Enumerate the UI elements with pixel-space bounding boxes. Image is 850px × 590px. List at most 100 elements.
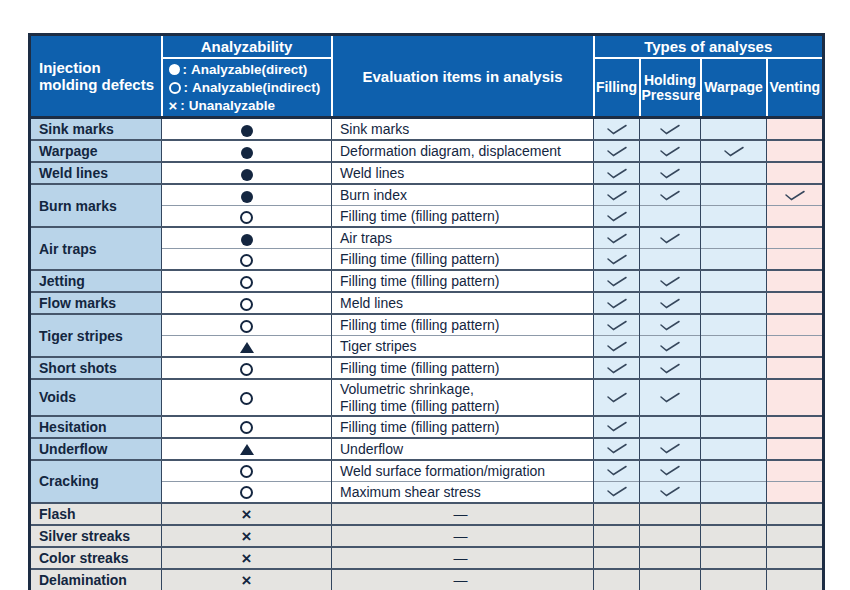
legend-item: :Analyzable(indirect) — [169, 79, 327, 97]
analyzability-symbol-cell — [162, 292, 332, 314]
analyzability-symbol-cell — [162, 249, 332, 271]
analysis-empty-cell — [701, 438, 767, 460]
filled-circle-icon — [169, 64, 180, 75]
analysis-empty-cell — [640, 249, 701, 271]
check-icon — [659, 363, 681, 374]
analysis-empty-cell — [701, 118, 767, 141]
analysis-empty-cell — [767, 547, 824, 569]
analysis-check-cell — [594, 438, 640, 460]
analysis-check-cell — [640, 336, 701, 358]
defect-name-cell: Short shots — [30, 357, 162, 379]
analysis-empty-cell — [767, 481, 824, 503]
analysis-check-cell — [594, 270, 640, 292]
defect-name-cell: Hesitation — [30, 416, 162, 438]
check-icon — [606, 168, 628, 179]
evaluation-item-cell: — — [332, 525, 594, 547]
defect-name-cell: Tiger stripes — [30, 314, 162, 357]
analysis-check-cell — [640, 357, 701, 379]
analyzability-symbol-cell — [162, 270, 332, 292]
check-icon — [659, 486, 681, 497]
table-row: WarpageDeformation diagram, displacement — [30, 140, 824, 162]
analysis-empty-cell — [767, 416, 824, 438]
evaluation-item-cell: Weld surface formation/migration — [332, 460, 594, 482]
analysis-empty-cell — [767, 118, 824, 141]
check-icon — [659, 465, 681, 476]
defect-name-cell: Flow marks — [30, 292, 162, 314]
check-icon — [606, 392, 628, 403]
analysis-check-cell — [640, 184, 701, 206]
analysis-empty-cell — [640, 525, 701, 547]
defect-name-cell: Air traps — [30, 227, 162, 270]
column-header-defects: Injection molding defects — [30, 35, 162, 118]
analysis-check-cell — [594, 140, 640, 162]
analysis-empty-cell — [701, 270, 767, 292]
analysis-check-cell — [594, 206, 640, 228]
legend-separator: : — [184, 79, 189, 97]
table-body: Sink marksSink marksWarpageDeformation d… — [30, 118, 824, 590]
filled-circle-icon — [241, 169, 253, 181]
table-row: HesitationFilling time (filling pattern) — [30, 416, 824, 438]
analyzability-symbol-cell — [162, 460, 332, 482]
analysis-empty-cell — [767, 270, 824, 292]
analysis-empty-cell — [767, 357, 824, 379]
evaluation-item-cell: Underflow — [332, 438, 594, 460]
analyzability-symbol-cell — [162, 162, 332, 184]
analysis-empty-cell — [701, 292, 767, 314]
table-row: UnderflowUnderflow — [30, 438, 824, 460]
check-icon — [659, 190, 681, 201]
analysis-check-cell — [640, 270, 701, 292]
analysis-check-cell — [594, 460, 640, 482]
table-row: Weld linesWeld lines — [30, 162, 824, 184]
analysis-check-cell — [594, 184, 640, 206]
analysis-check-cell — [594, 357, 640, 379]
analyzability-symbol-cell — [162, 227, 332, 249]
analysis-empty-cell — [767, 227, 824, 249]
check-icon — [606, 124, 628, 135]
defect-name-cell: Weld lines — [30, 162, 162, 184]
open-circle-icon — [240, 254, 253, 267]
table-row: Flow marksMeld lines — [30, 292, 824, 314]
column-header-types-of-analyses: Types of analyses — [594, 35, 824, 59]
analyzability-symbol-cell — [162, 140, 332, 162]
evaluation-item-cell: — — [332, 547, 594, 569]
column-header-evaluation-items: Evaluation items in analysis — [332, 35, 594, 118]
evaluation-item-cell: Volumetric shrinkage, Filling time (fill… — [332, 379, 594, 415]
legend-label: Analyzable(indirect) — [192, 79, 320, 97]
check-icon — [606, 486, 628, 497]
table-row: Delamination×— — [30, 569, 824, 590]
analysis-empty-cell — [767, 379, 824, 415]
evaluation-item-cell: Air traps — [332, 227, 594, 249]
defect-name-cell: Color streaks — [30, 547, 162, 569]
check-icon — [659, 168, 681, 179]
column-header-filling: Filling — [594, 58, 640, 118]
analysis-check-cell — [594, 336, 640, 358]
analysis-check-cell — [594, 162, 640, 184]
analysis-empty-cell — [767, 438, 824, 460]
check-icon — [606, 298, 628, 309]
check-icon — [606, 233, 628, 244]
evaluation-item-cell: Filling time (filling pattern) — [332, 206, 594, 228]
defects-analyzability-table: Injection molding defects Analyzability … — [28, 33, 825, 590]
analysis-check-cell — [594, 249, 640, 271]
analysis-check-cell — [640, 460, 701, 482]
open-circle-icon — [240, 486, 253, 499]
analysis-empty-cell — [701, 206, 767, 228]
defect-name-cell: Delamination — [30, 569, 162, 590]
check-icon — [659, 146, 681, 157]
legend-item: ×:Unanalyzable — [169, 97, 327, 115]
analysis-check-cell — [594, 118, 640, 141]
open-circle-icon — [240, 211, 253, 224]
defect-name-cell: Jetting — [30, 270, 162, 292]
analyzability-symbol-cell — [162, 314, 332, 336]
analyzability-symbol-cell — [162, 184, 332, 206]
open-circle-icon — [240, 421, 253, 434]
analysis-check-cell — [640, 140, 701, 162]
check-icon — [659, 276, 681, 287]
legend-separator: : — [180, 97, 185, 115]
evaluation-item-cell: Deformation diagram, displacement — [332, 140, 594, 162]
defect-name-cell: Cracking — [30, 460, 162, 503]
analyzability-symbol-cell: × — [162, 569, 332, 590]
filled-circle-icon — [241, 125, 253, 137]
analyzability-symbol-cell — [162, 336, 332, 358]
analysis-empty-cell — [640, 416, 701, 438]
